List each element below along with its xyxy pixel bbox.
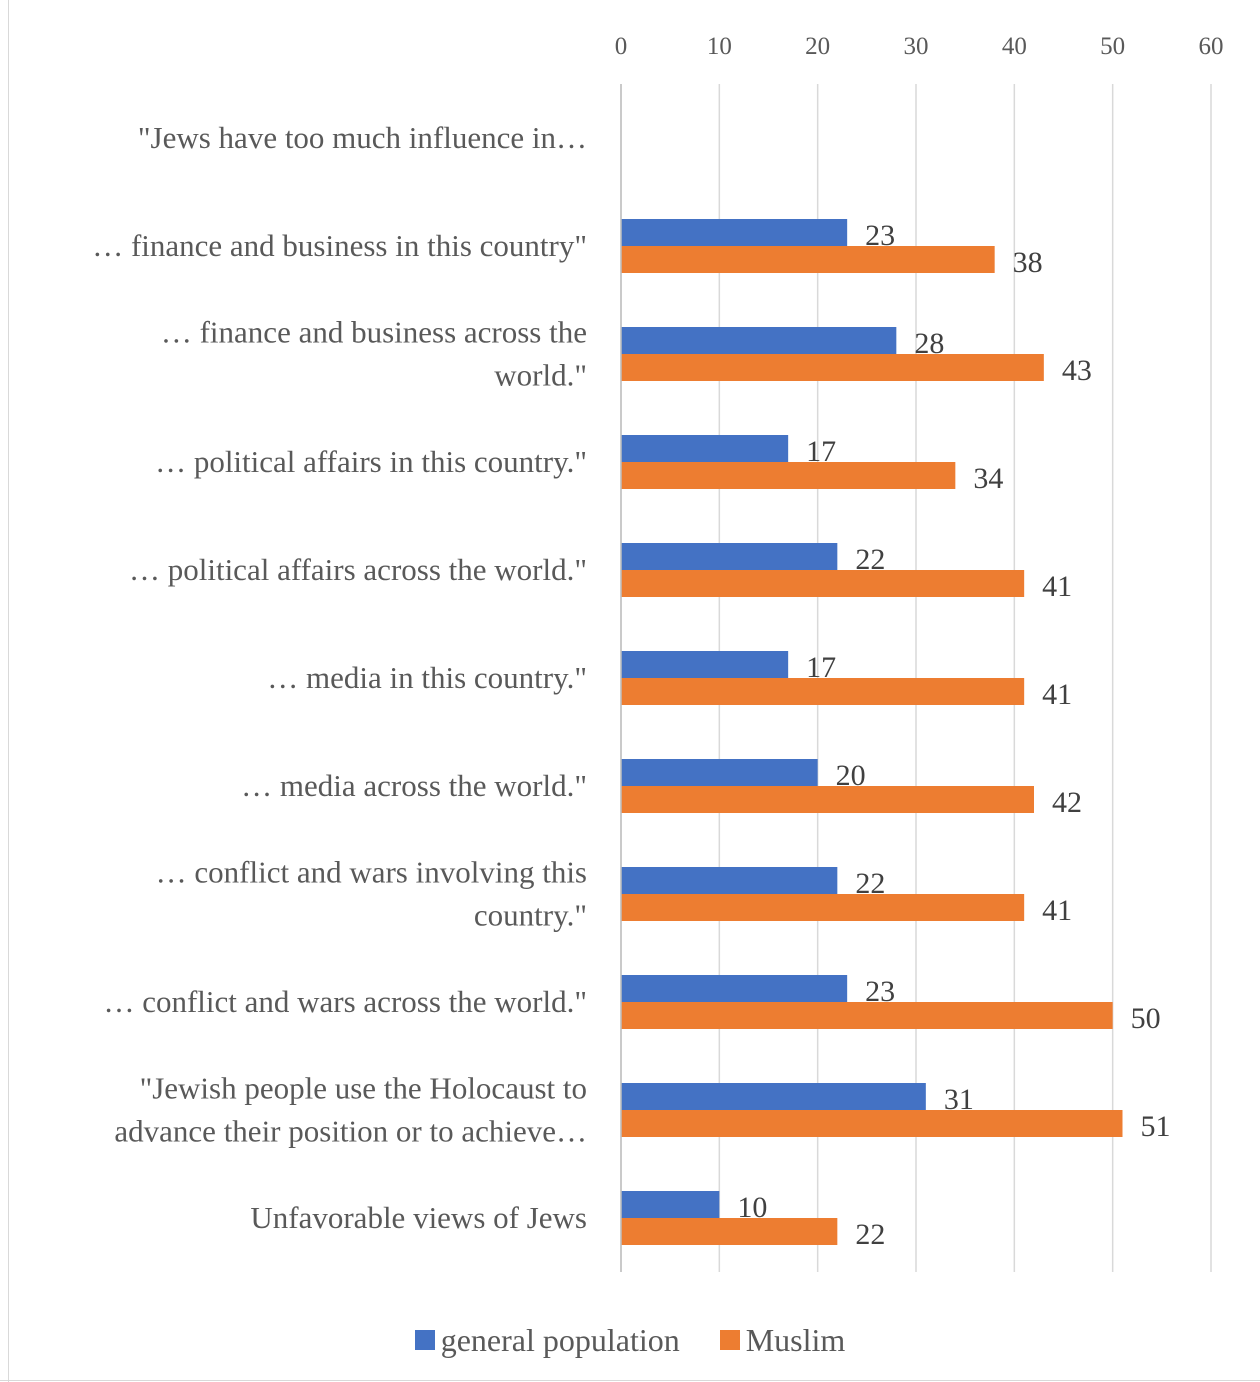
legend: general population Muslim bbox=[0, 1318, 1260, 1362]
chart-border-bottom bbox=[0, 1380, 1260, 1381]
bar-general-population bbox=[621, 1083, 926, 1110]
x-tick-label: 10 bbox=[707, 33, 732, 60]
legend-item-muslim: Muslim bbox=[719, 1321, 846, 1359]
data-label-muslim: 50 bbox=[1131, 1002, 1161, 1035]
legend-swatch-muslim bbox=[719, 1330, 740, 1350]
bar-general-population bbox=[621, 219, 848, 246]
x-tick-label: 50 bbox=[1100, 33, 1125, 60]
bar-muslim bbox=[621, 786, 1034, 813]
bar-muslim bbox=[621, 1110, 1123, 1137]
category-label: … political affairs across the world." bbox=[129, 552, 587, 587]
category-label: world." bbox=[494, 358, 587, 393]
data-label-muslim: 43 bbox=[1062, 354, 1092, 387]
data-label-muslim: 38 bbox=[1013, 246, 1043, 279]
x-tick-label: 20 bbox=[805, 33, 830, 60]
category-label: … political affairs in this country." bbox=[155, 444, 587, 479]
category-label: … finance and business across the bbox=[161, 315, 587, 350]
bar-muslim bbox=[621, 678, 1025, 705]
bar-general-population bbox=[621, 435, 789, 462]
bar-muslim bbox=[621, 246, 995, 273]
bar-general-population bbox=[621, 759, 818, 786]
legend-label-general-population: general population bbox=[440, 1321, 680, 1358]
bar-general-population bbox=[621, 975, 848, 1002]
x-tick-label: 60 bbox=[1199, 33, 1224, 60]
category-label: Unfavorable views of Jews bbox=[250, 1200, 587, 1235]
data-label-muslim: 22 bbox=[855, 1218, 885, 1251]
legend-item-general-population: general population bbox=[414, 1321, 680, 1359]
category-label: advance their position or to achieve… bbox=[114, 1114, 587, 1149]
bar-general-population bbox=[621, 327, 897, 354]
bar-muslim bbox=[621, 354, 1044, 381]
bar-general-population bbox=[621, 543, 838, 570]
bar-muslim bbox=[621, 1218, 838, 1245]
category-label: … conflict and wars across the world." bbox=[103, 984, 587, 1019]
category-label: … media across the world." bbox=[241, 768, 587, 803]
chart-border-left bbox=[8, 0, 9, 1382]
x-tick-label: 40 bbox=[1002, 33, 1027, 60]
category-label: "Jewish people use the Holocaust to bbox=[140, 1071, 587, 1106]
category-label: … media in this country." bbox=[267, 660, 587, 695]
bar-muslim bbox=[621, 570, 1025, 597]
bar-general-population bbox=[621, 651, 789, 678]
data-label-muslim: 41 bbox=[1042, 678, 1072, 711]
bar-general-population bbox=[621, 1191, 720, 1218]
category-label: … conflict and wars involving this bbox=[156, 855, 587, 890]
bar-general-population bbox=[621, 867, 838, 894]
data-label-muslim: 34 bbox=[973, 462, 1003, 495]
bar-muslim bbox=[621, 894, 1025, 921]
data-label-muslim: 51 bbox=[1141, 1110, 1171, 1143]
data-label-muslim: 41 bbox=[1042, 570, 1072, 603]
data-label-muslim: 41 bbox=[1042, 894, 1072, 927]
bar-muslim bbox=[621, 1002, 1113, 1029]
data-label-muslim: 42 bbox=[1052, 786, 1082, 819]
legend-swatch-general-population bbox=[414, 1330, 435, 1350]
legend-label-muslim: Muslim bbox=[745, 1321, 846, 1358]
x-tick-label: 0 bbox=[615, 33, 628, 60]
category-label: … finance and business in this country" bbox=[92, 228, 587, 263]
category-label: country." bbox=[474, 898, 587, 933]
bar-muslim bbox=[621, 462, 956, 489]
x-tick-label: 30 bbox=[904, 33, 929, 60]
category-label: "Jews have too much influence in… bbox=[138, 120, 587, 155]
